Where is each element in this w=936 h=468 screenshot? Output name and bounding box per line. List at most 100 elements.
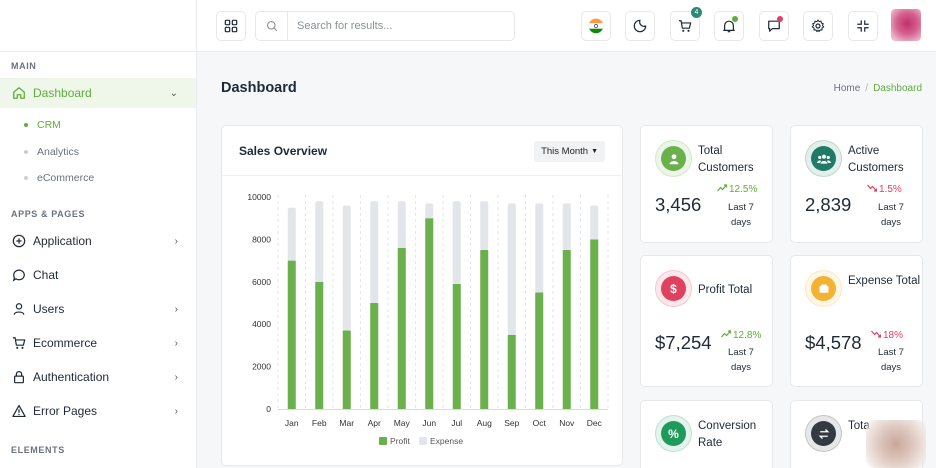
- bar-expense: [535, 203, 544, 293]
- breadcrumb-home[interactable]: Home: [833, 83, 861, 94]
- grid-icon: [224, 19, 238, 33]
- bar-profit: [562, 250, 571, 409]
- y-tick-label: 10000: [247, 192, 271, 202]
- bar-expense: [315, 201, 324, 282]
- legend-label: Expense: [430, 436, 463, 446]
- bar-profit: [397, 247, 406, 409]
- chevron-right-icon: ›: [174, 303, 178, 315]
- breadcrumb-current: Dashboard: [873, 83, 922, 94]
- sidebar-logo-area: [0, 0, 196, 52]
- section-main: MAIN: [11, 61, 37, 71]
- stat-value: $7,254: [655, 332, 712, 353]
- bar-expense: [425, 203, 434, 219]
- bar-expense: [370, 201, 379, 303]
- sales-card-header: Sales Overview This Month ▼: [222, 126, 622, 176]
- sidebar-item-authentication[interactable]: Authentication ›: [0, 362, 196, 392]
- x-tick-label: Jun: [422, 418, 436, 428]
- avatar[interactable]: [891, 9, 921, 41]
- trend-up-icon: [721, 330, 732, 338]
- minimize-icon: [857, 20, 869, 32]
- menu-grid-button[interactable]: [216, 11, 246, 41]
- blurred-avatar-overlay: [866, 420, 926, 468]
- trend-up-icon: [717, 184, 728, 192]
- sidebar-item-label: Dashboard: [33, 86, 92, 100]
- sidebar: MAIN Dashboard ⌄ CRM Analytics eCommerce…: [0, 0, 197, 468]
- bar-profit: [342, 330, 351, 409]
- message-icon: [768, 20, 780, 32]
- bar-expense: [480, 201, 489, 250]
- stat-value: 3,456: [655, 194, 702, 215]
- user-icon: [655, 140, 692, 177]
- top-header: 4: [197, 0, 936, 52]
- x-tick-label: May: [394, 418, 411, 428]
- wallet-icon: [805, 270, 842, 307]
- x-tick-label: Jul: [451, 418, 462, 428]
- cart-count-badge: 4: [691, 7, 702, 18]
- bar-expense: [287, 207, 296, 261]
- y-tick-label: 8000: [252, 234, 271, 244]
- user-icon: [12, 302, 26, 316]
- sidebar-subitem-analytics[interactable]: Analytics: [24, 146, 79, 158]
- fullscreen-exit-button[interactable]: [848, 11, 878, 41]
- section-elements: ELEMENTS: [11, 445, 65, 455]
- percent-icon: %: [655, 415, 692, 452]
- lock-icon: [12, 370, 26, 384]
- x-tick-label: Sep: [504, 418, 519, 428]
- cart-icon: [12, 336, 26, 350]
- search-bar: [255, 11, 515, 41]
- stat-period: Last 7 days: [728, 347, 754, 373]
- messages-button[interactable]: [759, 11, 789, 41]
- x-tick-label: Mar: [339, 418, 354, 428]
- users-icon: [805, 140, 842, 177]
- theme-toggle-button[interactable]: [625, 11, 655, 41]
- bar-profit: [535, 292, 544, 409]
- sidebar-item-dashboard[interactable]: Dashboard ⌄: [0, 78, 196, 108]
- sidebar-item-chat[interactable]: Chat: [0, 260, 196, 290]
- search-input[interactable]: [288, 20, 508, 32]
- sidebar-subitem-ecommerce[interactable]: eCommerce: [24, 172, 94, 184]
- chevron-right-icon: ›: [174, 337, 178, 349]
- period-dropdown[interactable]: This Month ▼: [534, 141, 605, 162]
- moon-icon: [633, 19, 647, 33]
- chevron-down-icon: ⌄: [169, 87, 178, 99]
- gear-icon: [811, 19, 825, 33]
- sidebar-item-users[interactable]: Users ›: [0, 294, 196, 324]
- stat-change: 12.8%: [721, 330, 761, 341]
- chat-icon: [12, 268, 26, 282]
- section-apps-pages: APPS & PAGES: [11, 209, 86, 219]
- legend-swatch: [419, 437, 427, 445]
- exchange-icon: [805, 415, 842, 452]
- stat-label: Total Customers: [698, 145, 754, 174]
- bar-expense: [452, 201, 461, 284]
- sidebar-item-ecommerce[interactable]: Ecommerce ›: [0, 328, 196, 358]
- sales-chart: 0 2000 4000 6000 8000 10000 Jan Feb Mar Apr May Jun…: [247, 192, 609, 446]
- cart-button[interactable]: 4: [670, 7, 702, 41]
- notifications-button[interactable]: [714, 11, 744, 41]
- sidebar-subitem-crm[interactable]: CRM: [24, 119, 61, 131]
- y-tick-label: 2000: [252, 362, 271, 372]
- stat-label: Tota: [848, 420, 870, 432]
- language-button[interactable]: [581, 11, 611, 41]
- stat-label: Expense Total: [848, 275, 921, 287]
- india-flag-icon: [588, 18, 604, 34]
- sidebar-item-error-pages[interactable]: Error Pages ›: [0, 396, 196, 426]
- bar-expense: [397, 201, 406, 248]
- bar-profit: [507, 334, 516, 409]
- sales-title: Sales Overview: [239, 144, 328, 158]
- y-tick-label: 4000: [252, 319, 271, 329]
- notification-dot: [732, 16, 738, 22]
- stat-card: Active Customers 2,839 1.5% Last 7 days: [790, 125, 923, 243]
- warning-icon: [12, 404, 26, 418]
- settings-button[interactable]: [803, 11, 833, 41]
- stat-change: 18%: [871, 330, 903, 341]
- home-icon: [12, 86, 26, 100]
- stat-card: $ Profit Total $7,254 12.8% Last 7 days: [640, 255, 773, 387]
- x-tick-label: Dec: [587, 418, 603, 428]
- cart-icon: [678, 20, 692, 32]
- x-tick-label: Jan: [285, 418, 299, 428]
- bar-expense: [590, 205, 599, 240]
- x-tick-label: Feb: [312, 418, 327, 428]
- sidebar-item-application[interactable]: Application ›: [0, 226, 196, 256]
- stat-card: Expense Total $4,578 18% Last 7 days: [790, 255, 923, 387]
- search-icon: [256, 12, 288, 40]
